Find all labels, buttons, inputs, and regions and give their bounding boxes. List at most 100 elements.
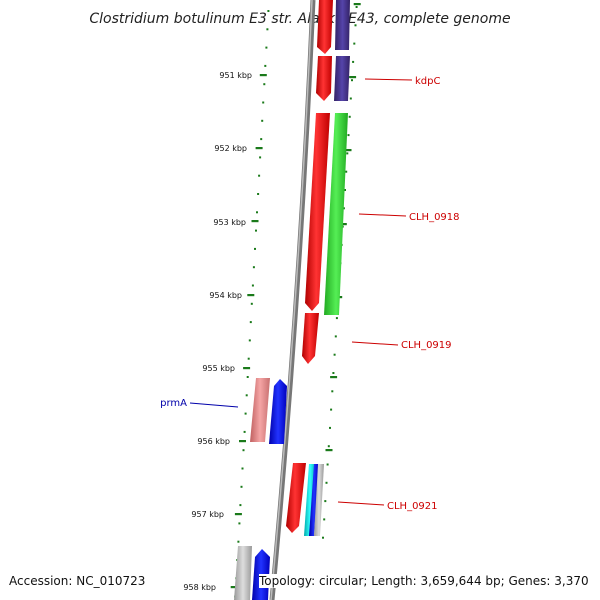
- tick-dot: [255, 229, 257, 232]
- tick-dot: [342, 207, 345, 210]
- tick-dot: [326, 463, 329, 466]
- kbp-tick: [243, 367, 251, 370]
- kbp-label-957: 957 kbp: [191, 510, 224, 519]
- kbp-tick: [247, 294, 255, 297]
- kbp-label-958: 958 kbp: [183, 583, 216, 592]
- tick-dot: [348, 115, 351, 118]
- topology-text: Topology: circular; Length: 3,659,644 bp…: [259, 574, 591, 588]
- tick-dot: [353, 42, 356, 45]
- label-clh-0918[interactable]: CLH_0918: [409, 212, 460, 223]
- gene-pink-rna[interactable]: [250, 378, 270, 442]
- tick-dot: [259, 156, 262, 159]
- gene-purple-top[interactable]: [335, 0, 350, 50]
- tick-dot: [349, 97, 352, 100]
- tick-dot: [322, 536, 324, 539]
- accession-text: Accession: NC_010723: [9, 574, 146, 588]
- label-prma[interactable]: prmA: [160, 398, 187, 409]
- tick-dot: [246, 376, 249, 378]
- kbp-tick: [325, 449, 333, 452]
- tick-dot: [247, 357, 250, 360]
- kbp-tick: [239, 440, 246, 443]
- leader-clh-0921: [337, 501, 385, 506]
- tick-dot: [262, 101, 265, 104]
- tick-dot: [351, 79, 353, 82]
- genome-backbone: [269, 0, 316, 600]
- tick-dot: [240, 485, 243, 488]
- label-clh-0919[interactable]: CLH_0919: [401, 340, 452, 351]
- kbp-label-955: 955 kbp: [202, 364, 235, 373]
- leader-prma: [189, 402, 239, 408]
- kbp-tick: [251, 220, 259, 223]
- kbp-tick: [259, 74, 267, 77]
- gene-red-long[interactable]: [305, 113, 330, 311]
- tick-dot: [327, 445, 330, 448]
- kbp-tick: [234, 513, 242, 516]
- label-leaders: [189, 78, 413, 506]
- tick-dot: [346, 152, 349, 155]
- kbp-tick: [349, 76, 357, 79]
- gene-features: [234, 0, 350, 600]
- label-kdpc[interactable]: kdpC: [415, 76, 440, 87]
- tick-dot: [329, 426, 331, 429]
- tick-dot: [345, 170, 348, 173]
- tick-dot: [332, 372, 335, 374]
- tick-dot: [251, 284, 254, 287]
- kbp-labels: 951 kbp 952 kbp 953 kbp 954 kbp 955 kbp …: [183, 71, 252, 592]
- tick-dot: [249, 321, 252, 324]
- tick-dot: [238, 522, 241, 525]
- tick-dot: [354, 24, 357, 27]
- tick-dot: [260, 138, 263, 141]
- tick-dot: [266, 28, 269, 31]
- kbp-label-951: 951 kbp: [219, 71, 252, 80]
- tick-dot: [254, 247, 256, 250]
- tick-dot: [237, 540, 240, 543]
- gene-clh-0918[interactable]: [324, 113, 348, 315]
- tick-dot: [261, 119, 264, 122]
- tick-dot: [331, 390, 334, 393]
- tick-dot: [334, 335, 337, 338]
- tick-dot: [333, 353, 336, 356]
- leader-clh-0919: [351, 341, 399, 346]
- leader-clh-0918: [358, 213, 407, 217]
- tick-dot: [323, 518, 326, 521]
- tick-dot: [265, 46, 268, 49]
- tick-dot: [252, 266, 255, 269]
- gene-blue-small[interactable]: [309, 464, 319, 536]
- tick-dot: [244, 412, 247, 415]
- genome-backbone-highlight: [270, 0, 313, 600]
- gene-gray-bottom[interactable]: [234, 546, 252, 600]
- tick-dot: [263, 83, 266, 86]
- label-clh-0921[interactable]: CLH_0921: [387, 501, 438, 512]
- tick-dot: [243, 430, 246, 433]
- kbp-label-952: 952 kbp: [214, 144, 247, 153]
- tick-dot: [256, 211, 258, 214]
- tick-dot: [324, 500, 327, 503]
- kbp-label-953: 953 kbp: [213, 218, 246, 227]
- tick-dot: [267, 10, 270, 12]
- kbp-label-956: 956 kbp: [197, 437, 230, 446]
- gene-red-top[interactable]: [317, 0, 333, 54]
- tick-dot: [245, 394, 248, 397]
- gene-gray-small[interactable]: [314, 464, 324, 536]
- kbp-tick: [255, 147, 263, 150]
- tick-dot: [335, 317, 338, 320]
- leader-kdpc: [364, 78, 413, 81]
- gene-kdpc[interactable]: [334, 56, 350, 101]
- tick-dot: [347, 134, 350, 137]
- tick-dot: [264, 64, 267, 67]
- gene-red-kdp[interactable]: [316, 56, 332, 101]
- kbp-tick: [344, 149, 352, 152]
- kbp-tick: [353, 3, 361, 6]
- map-title: Clostridium botulinum E3 str. Alaska E43…: [89, 11, 510, 27]
- tick-dot: [239, 504, 242, 507]
- gene-prma[interactable]: [269, 379, 287, 444]
- tick-dot: [325, 481, 328, 484]
- tick-dot: [241, 467, 244, 470]
- gene-clh-0921-red[interactable]: [286, 463, 306, 533]
- tick-dot: [330, 408, 333, 411]
- gene-clh-0919[interactable]: [302, 313, 319, 364]
- kbp-tick: [339, 223, 347, 226]
- tick-dot: [344, 189, 346, 191]
- kbp-label-954: 954 kbp: [209, 291, 242, 300]
